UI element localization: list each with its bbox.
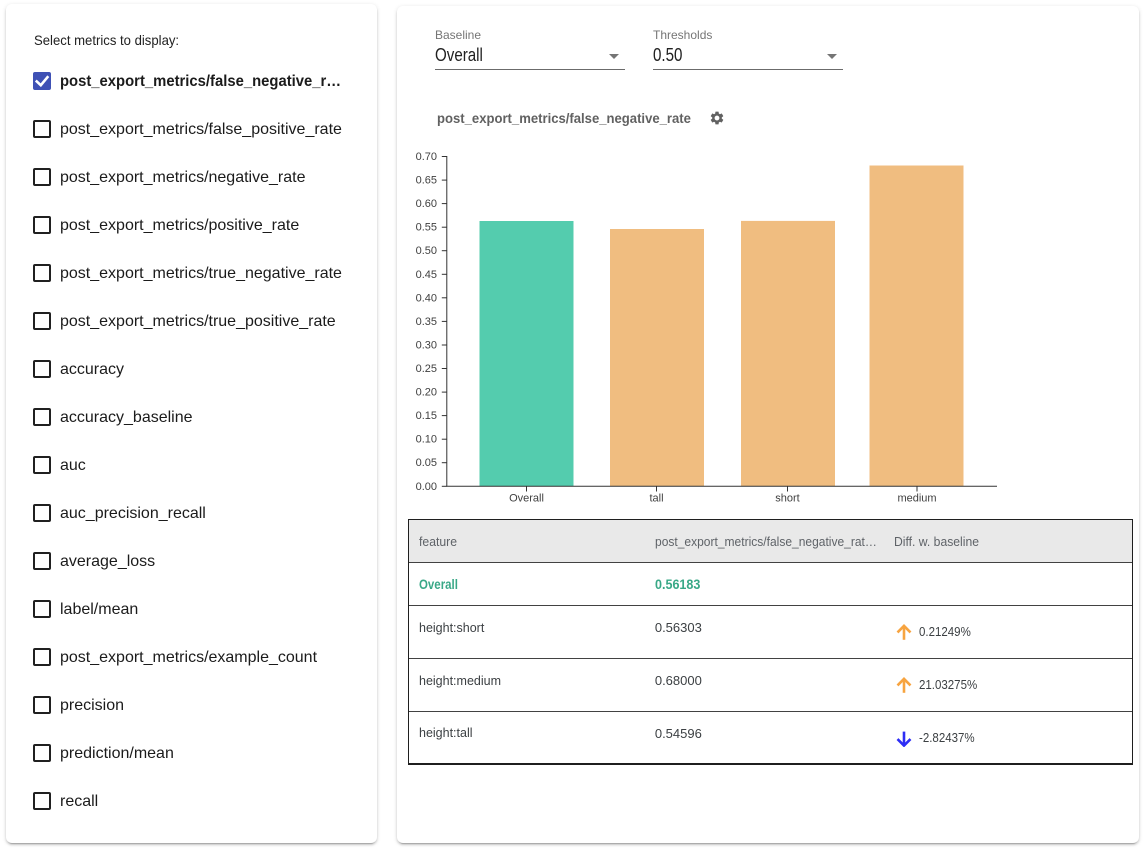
svg-text:medium: medium — [897, 493, 936, 505]
svg-text:0.40: 0.40 — [416, 292, 437, 304]
svg-text:0.10: 0.10 — [416, 434, 437, 446]
svg-text:0.30: 0.30 — [416, 340, 437, 352]
svg-text:0.65: 0.65 — [416, 175, 437, 187]
svg-text:0.70: 0.70 — [416, 151, 437, 163]
svg-text:0.55: 0.55 — [416, 222, 437, 234]
svg-text:0.35: 0.35 — [416, 316, 437, 328]
svg-text:0.05: 0.05 — [416, 457, 437, 469]
svg-text:0.25: 0.25 — [416, 363, 437, 375]
svg-text:0.45: 0.45 — [416, 269, 437, 281]
svg-text:Overall: Overall — [509, 493, 544, 505]
svg-text:tall: tall — [649, 493, 663, 505]
svg-text:0.60: 0.60 — [416, 198, 437, 210]
svg-text:0.20: 0.20 — [416, 387, 437, 399]
svg-text:0.00: 0.00 — [416, 481, 437, 493]
svg-text:0.15: 0.15 — [416, 410, 437, 422]
svg-text:short: short — [775, 493, 799, 505]
svg-text:0.50: 0.50 — [416, 245, 437, 257]
